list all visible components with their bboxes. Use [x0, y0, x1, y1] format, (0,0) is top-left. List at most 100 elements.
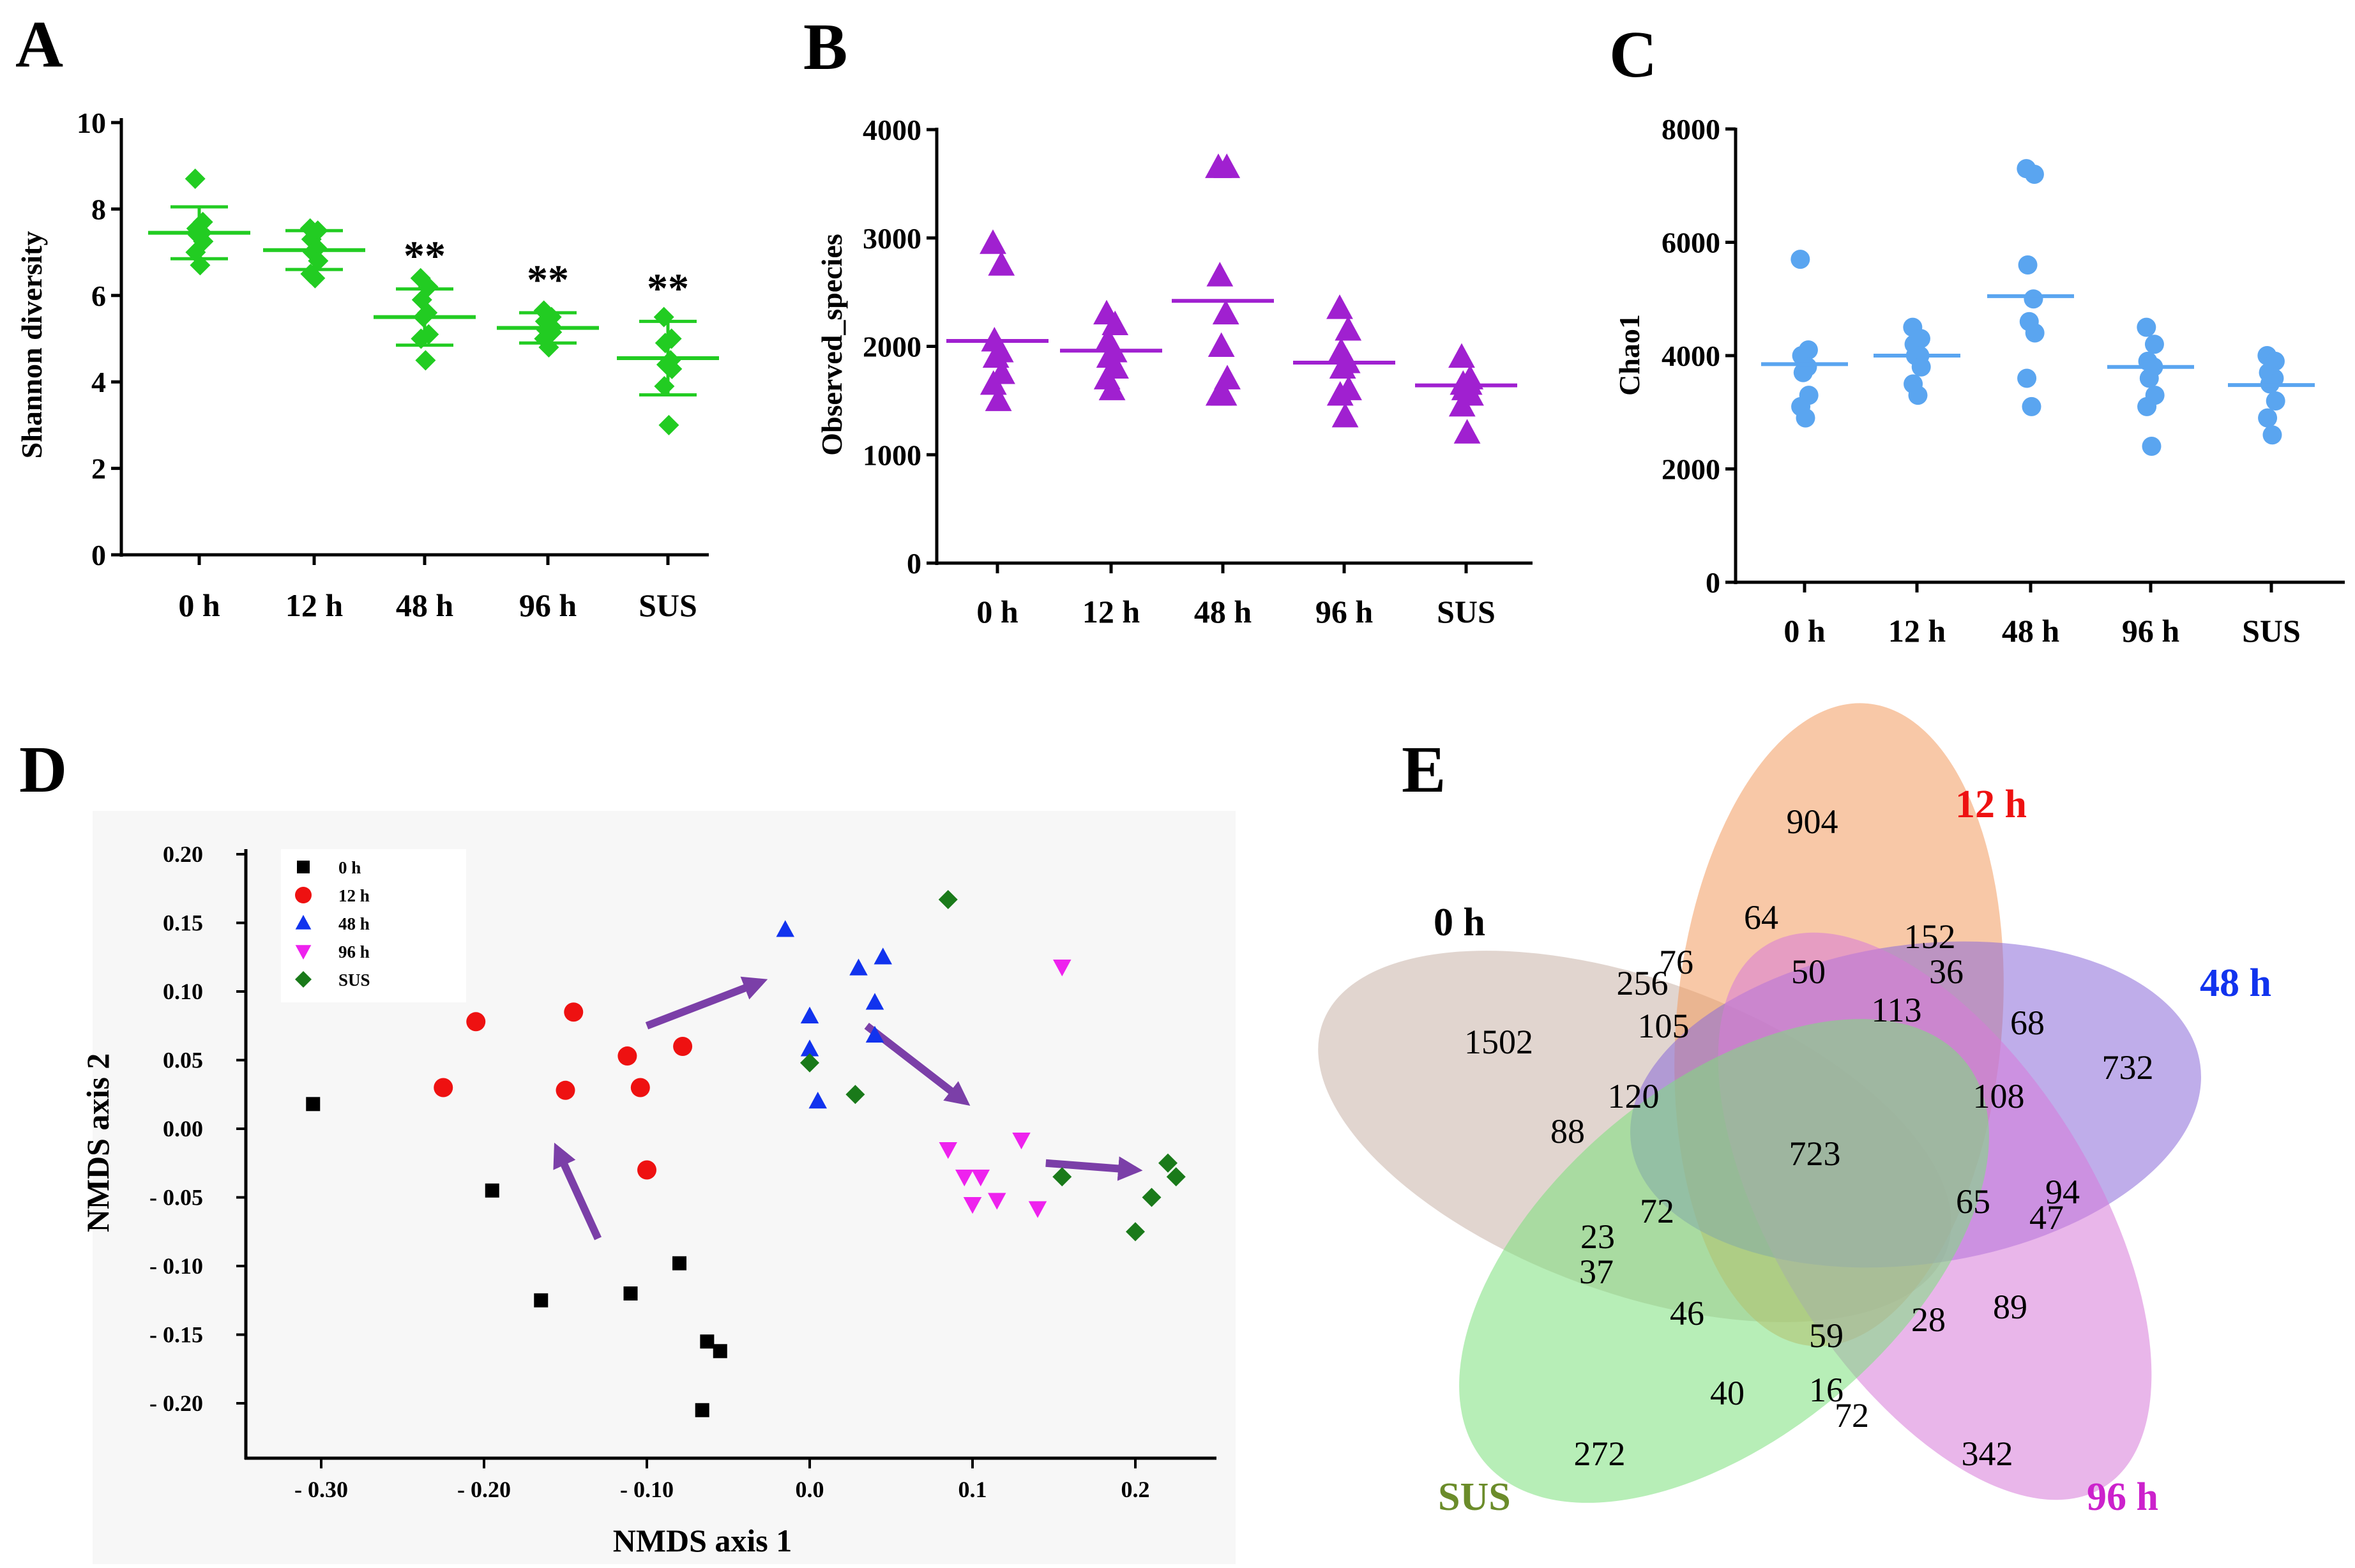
panel-d-data-point-48h — [808, 1092, 827, 1109]
panel-b-category-label: 0 h — [976, 594, 1018, 629]
panel-d-data-point-96h — [971, 1170, 990, 1187]
venn-region-count: 72 — [1640, 1192, 1674, 1230]
panel-d-legend-marker — [295, 915, 312, 930]
panel-b-data-point — [1098, 375, 1126, 400]
venn-region-count: 36 — [1929, 953, 1964, 991]
panel-b-data-point — [988, 251, 1015, 276]
venn-region-count: 46 — [1670, 1294, 1704, 1332]
panel-b-data-point — [1210, 381, 1238, 406]
panel-d-plot-background — [93, 811, 1236, 1564]
venn-region-count: 50 — [1791, 953, 1826, 991]
panel-d-data-point-48h — [865, 1025, 884, 1043]
panel-c-data-point — [2022, 396, 2041, 416]
panel-b-data-point — [980, 370, 1007, 395]
venn-region-count: 113 — [1872, 991, 1922, 1029]
panel-a-category-label: SUS — [639, 587, 697, 623]
venn-region-count: 16 — [1809, 1371, 1844, 1409]
panel-a-significance-label: ** — [647, 265, 689, 312]
panel-d-data-point-96h — [955, 1170, 974, 1187]
panel-d: D NMDS axis 1 NMDS axis 2 - 0.30- 0.20- … — [19, 733, 1236, 1564]
panel-d-data-point-48h — [776, 920, 794, 937]
panel-a-y-label: Shannon diversity — [15, 231, 48, 459]
panel-b-y-tick-label: 3000 — [863, 222, 921, 255]
panel-d-data-point-12h — [564, 1002, 584, 1022]
panel-d-data-point-sus — [938, 889, 958, 909]
panel-c-data-point — [2018, 255, 2038, 275]
panel-d-x-tick-label: - 0.20 — [457, 1477, 511, 1502]
panel-c-data-point — [1796, 408, 1815, 428]
panel-a-data-point — [185, 169, 206, 190]
venn-region-count: 342 — [1962, 1435, 2013, 1473]
panel-d-data-point-sus — [1126, 1222, 1145, 1242]
panel-d-data-point-sus — [1052, 1167, 1072, 1187]
venn-region-count: 94 — [2045, 1173, 2080, 1211]
venn-region-count: 37 — [1579, 1253, 1614, 1291]
panel-c-data-point — [1908, 386, 1928, 405]
venn-set-label-sus: SUS — [1438, 1475, 1511, 1519]
venn-region-count: 256 — [1617, 964, 1669, 1002]
panel-c-marks: 0 2000 4000 6000 8000 0 h 12 h 48 h 96 h SUS — [1662, 113, 2315, 649]
panel-d-y-tick-label: 0.05 — [163, 1048, 203, 1073]
panel-e: E 0 h12 h48 h96 hSUS90415027323422726425… — [1318, 703, 2271, 1519]
panel-c-data-point — [2142, 437, 2162, 456]
panel-a-label: A — [15, 8, 63, 81]
panel-c-y-tick-label: 6000 — [1662, 227, 1720, 259]
panel-d-x-tick-label: 0.0 — [796, 1477, 824, 1502]
venn-region-count: 89 — [1993, 1288, 2027, 1326]
panel-d-x-tick-label: - 0.30 — [294, 1477, 348, 1502]
panel-d-data-point-0h — [700, 1334, 715, 1349]
panel-c-data-point — [1791, 250, 1810, 269]
panel-c: C Chao1 0 2000 4000 6000 8000 0 h 12 h 48 h 96 h… — [1609, 18, 2345, 649]
panel-d-legend-marker — [295, 945, 312, 960]
panel-c-data-point — [2025, 323, 2045, 343]
venn-set-label-96h: 96 h — [2087, 1475, 2158, 1519]
panel-d-data-point-48h — [865, 993, 884, 1010]
venn-region-count: 120 — [1608, 1077, 1660, 1115]
panel-b-y-tick-label: 2000 — [863, 331, 921, 363]
panel-d-data-point-sus — [1166, 1167, 1186, 1187]
panel-c-data-point — [2258, 408, 2278, 428]
venn-region-count: 904 — [1787, 803, 1838, 841]
panel-d-data-point-12h — [673, 1037, 693, 1056]
venn-region-count: 59 — [1809, 1316, 1844, 1355]
panel-b-data-point — [1448, 343, 1475, 368]
panel-d-y-tick-label: 0.20 — [163, 841, 203, 867]
panel-c-y-tick-label: 0 — [1706, 566, 1720, 599]
panel-d-data-point-0h — [306, 1097, 321, 1112]
venn-region-count: 68 — [2010, 1004, 2045, 1042]
panel-c-data-point — [1911, 357, 1931, 377]
panel-d-y-tick-label: 0.00 — [163, 1116, 203, 1142]
panel-d-trajectory-arrow — [864, 1023, 971, 1106]
panel-b-marks: 0 1000 2000 3000 4000 0 h 12 h 48 h 96 h SUS — [863, 114, 1517, 629]
panel-b-data-point — [1212, 299, 1239, 325]
panel-d-data-point-96h — [1053, 960, 1071, 977]
panel-c-y-tick-label: 2000 — [1662, 453, 1720, 486]
panel-b-data-point — [1326, 381, 1354, 406]
panel-d-data-point-96h — [1028, 1201, 1047, 1218]
panel-d-trajectory-arrow — [553, 1142, 602, 1240]
panel-a-y-tick-label: 2 — [91, 453, 106, 485]
panel-e-label: E — [1402, 733, 1446, 806]
panel-a-significance-label: ** — [527, 257, 569, 303]
venn-region-count: 40 — [1710, 1374, 1745, 1412]
panel-d-data-point-0h — [713, 1344, 727, 1359]
venn-region-count: 76 — [1659, 943, 1693, 981]
panel-d-y-label: NMDS axis 2 — [80, 1053, 116, 1233]
panel-b-y-tick-label: 4000 — [863, 114, 921, 146]
panel-a-data-point — [415, 350, 436, 371]
panel-b-data-point — [980, 229, 1006, 254]
panel-d-data-point-0h — [485, 1183, 499, 1198]
panel-c-data-point — [2017, 368, 2037, 388]
panel-c-label: C — [1609, 18, 1657, 91]
panel-d-data-point-12h — [637, 1160, 656, 1180]
panel-a-data-point — [658, 414, 679, 435]
panel-d-legend-label: 48 h — [338, 914, 370, 933]
panel-d-data-point-sus — [800, 1053, 819, 1073]
panel-c-data-point — [2262, 425, 2282, 445]
venn-region-count: 47 — [2029, 1198, 2064, 1237]
venn-set-label-12h: 12 h — [1955, 783, 2027, 826]
panel-d-y-tick-label: - 0.20 — [149, 1391, 203, 1416]
panel-a-data-point — [305, 268, 326, 289]
panel-c-data-point — [2266, 391, 2285, 411]
panel-b-y-tick-label: 1000 — [863, 439, 921, 471]
